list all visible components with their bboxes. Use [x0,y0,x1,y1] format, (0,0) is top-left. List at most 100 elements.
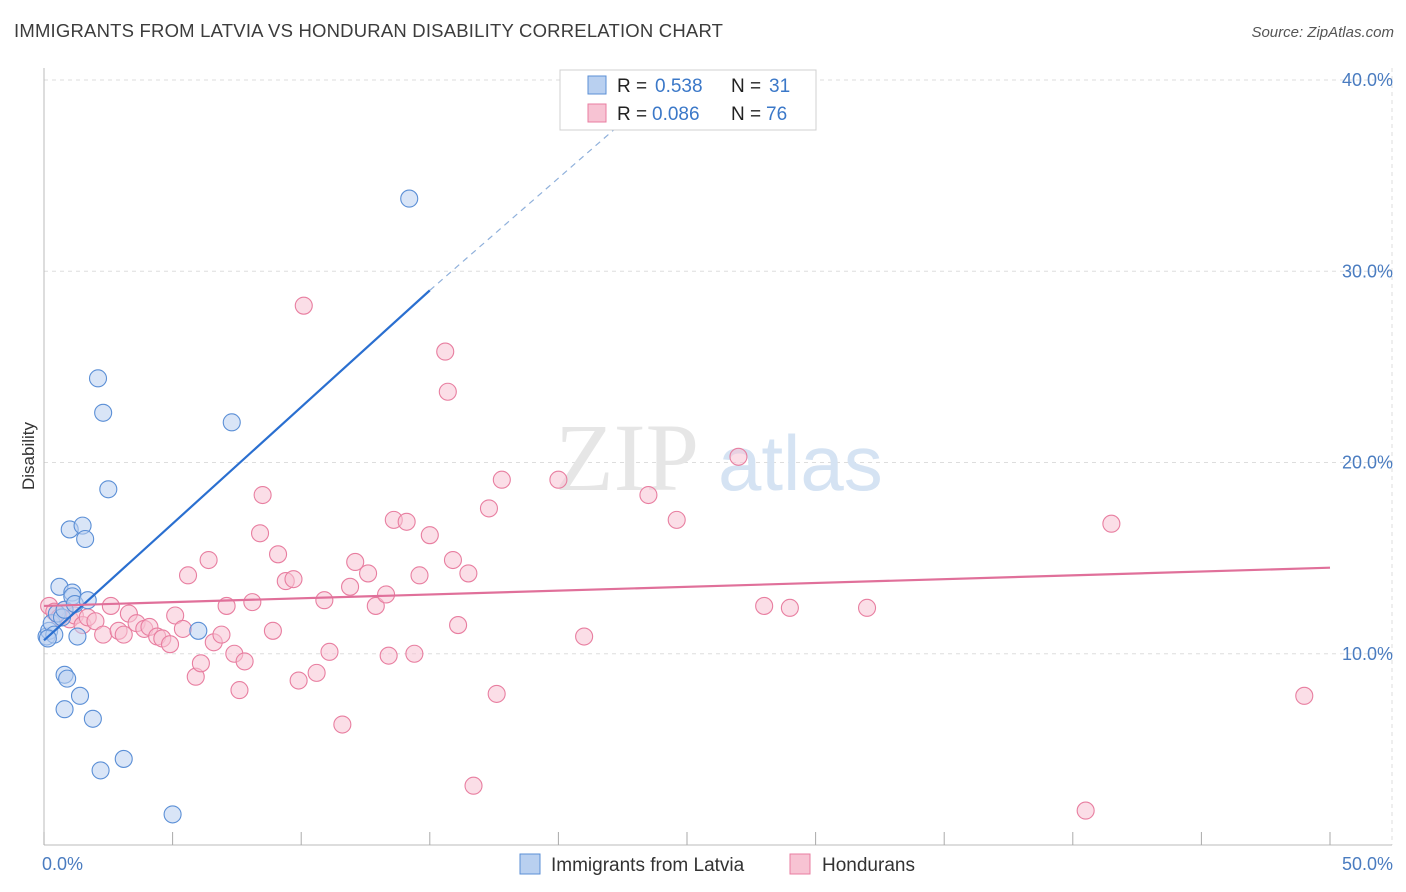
stats-legend: R = 0.538 N = 31 R = 0.086 N = 76 [559,69,817,131]
hondurans-point-56 [438,382,457,401]
latvia-points [37,189,419,824]
hondurans-point-59 [459,564,478,583]
y-tick-label-3: 40.0% [1342,70,1393,90]
series-legend-swatch-hondurans [789,853,811,875]
latvia-point-23 [94,403,113,422]
legend-r-value-latvia: 0.538 [655,76,703,97]
hondurans-point-38 [284,570,303,589]
hondurans-point-40 [294,296,313,315]
series-legend-label-hondurans: Hondurans [822,855,915,876]
watermark: ZIP atlas [555,404,883,511]
source-label: Source: ZipAtlas.com [1251,24,1394,41]
legend-swatch-hondurans [587,103,607,123]
hondurans-point-12 [114,625,133,644]
hondurans-point-35 [263,621,282,640]
latvia-point-21 [88,369,108,388]
y-tick-label-2: 30.0% [1342,261,1393,281]
hondurans-point-8 [86,612,105,631]
legend-swatch-latvia [587,75,607,95]
hondurans-point-57 [443,550,462,570]
hondurans-point-41 [307,663,326,682]
hondurans-point-36 [269,545,288,564]
latvia-point-15 [68,627,87,646]
hondurans-point-46 [346,552,365,572]
hondurans-point-22 [178,566,198,585]
y-tick-label-1: 20.0% [1342,453,1393,473]
latvia-point-20 [83,709,102,728]
hondurans-point-42 [315,591,334,610]
latvia-point-16 [70,686,90,705]
hondurans-point-60 [464,776,483,795]
hondurans-point-68 [729,447,748,466]
latvia-point-24 [99,480,118,499]
latvia-point-25 [114,749,133,768]
hondurans-point-61 [479,499,499,518]
x-tick-label-1: 50.0% [1342,854,1393,874]
watermark-zip: ZIP [555,404,699,511]
latvia-trend-line [43,289,431,642]
trend-lines [43,69,1331,642]
hondurans-point-51 [397,512,416,531]
hondurans-point-62 [487,684,506,703]
hondurans-point-54 [420,526,439,545]
legend-r-value-hondurans: 0.086 [652,104,700,125]
hondurans-point-32 [243,593,262,612]
hondurans-point-20 [166,606,185,625]
hondurans-point-24 [191,654,210,673]
hondurans-point-67 [667,510,686,529]
legend-n-label-latvia: N = [731,76,761,97]
hondurans-point-58 [449,616,468,635]
hondurans-point-47 [359,564,378,583]
chart-title: IMMIGRANTS FROM LATVIA VS HONDURAN DISAB… [14,20,724,41]
hondurans-point-53 [410,566,429,585]
legend-r-label-hondurans: R = [617,104,647,125]
hondurans-point-64 [549,470,568,489]
hondurans-point-55 [436,342,455,361]
hondurans-point-31 [235,652,254,671]
hondurans-point-48 [366,596,385,615]
axes [43,68,1392,846]
hondurans-point-9 [94,625,113,644]
latvia-point-9 [55,700,74,719]
legend-n-value-hondurans: 76 [766,104,787,125]
hondurans-point-74 [1295,686,1314,705]
hondurans-point-19 [160,635,180,654]
x-tick-label-0: 0.0% [42,854,83,874]
y-tick-label-0: 10.0% [1342,644,1393,664]
latvia-point-28 [222,413,241,432]
hondurans-point-63 [492,470,511,489]
hondurans-point-34 [253,485,272,505]
watermark-atlas: atlas [718,419,883,507]
legend-n-value-latvia: 31 [769,76,790,97]
hondurans-point-45 [341,577,360,596]
latvia-point-22 [91,761,110,780]
hondurans-point-10 [101,596,120,615]
hondurans-point-25 [199,550,218,570]
hondurans-point-70 [780,598,799,617]
hondurans-point-52 [405,644,424,663]
hondurans-point-75 [379,646,398,665]
hondurans-point-30 [230,681,249,700]
tick-labels: 10.0% 20.0% 30.0% 40.0% 0.0% 50.0% [42,70,1393,874]
hondurans-point-33 [250,524,270,543]
hondurans-point-66 [639,485,658,505]
hondurans-point-73 [1102,514,1121,533]
hondurans-point-44 [333,715,352,734]
y-axis-label: Disability [19,421,38,490]
hondurans-point-69 [755,596,774,615]
latvia-point-10 [58,669,77,688]
series-legend: Immigrants from Latvia Hondurans [519,853,915,876]
hondurans-points [40,296,1314,820]
hondurans-point-43 [320,642,339,661]
hondurans-point-72 [1076,801,1095,820]
hondurans-point-21 [173,619,192,638]
hondurans-point-27 [212,625,231,644]
grid-lines [44,68,1393,845]
legend-n-label-hondurans: N = [731,104,761,125]
hondurans-point-49 [377,585,396,604]
series-legend-swatch-latvia [519,853,541,875]
latvia-point-18 [76,529,95,549]
hondurans-point-39 [289,671,308,690]
hondurans-point-65 [575,627,594,646]
